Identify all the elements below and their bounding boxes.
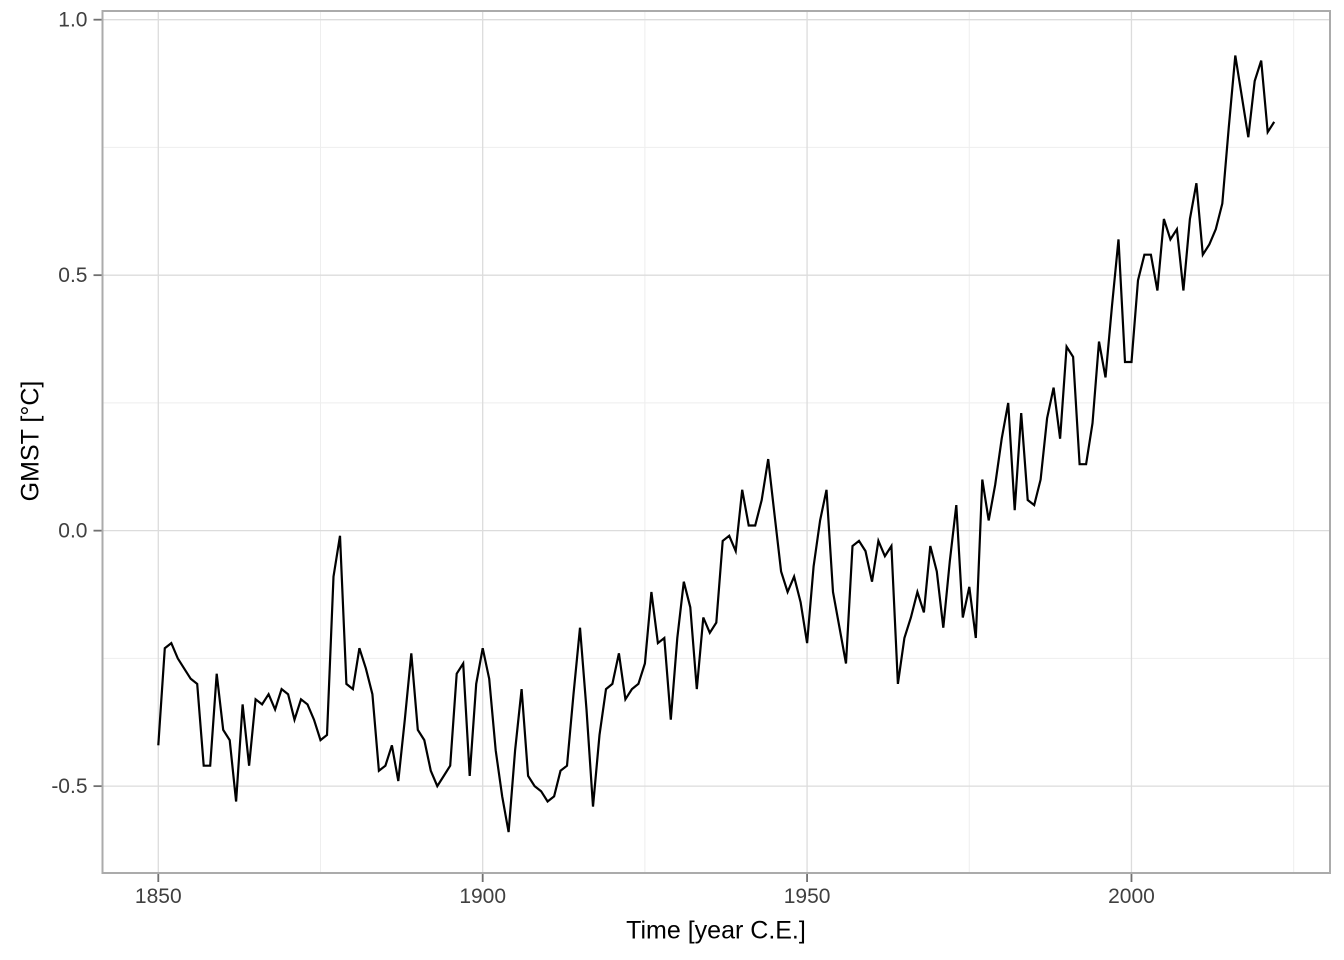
grid-minor [102,11,1330,873]
x-axis-title: Time [year C.E.] [626,916,806,945]
y-tick-label: 1.0 [58,9,87,32]
axis-ticks [93,18,1133,882]
grid-major [102,11,1330,873]
x-tick-label: 2000 [1108,885,1155,908]
y-tick-labels: -0.5 0.0 0.5 1.0 [51,9,87,798]
temperature-line [157,55,1276,833]
y-axis-title: GMST [°C] [16,380,45,502]
x-tick-label: 1950 [784,885,831,908]
y-tick-label: 0.5 [58,264,87,287]
x-tick-label: 1900 [459,885,506,908]
panel-border [101,10,1331,874]
x-tick-label: 1850 [135,885,182,908]
y-tick-label: -0.5 [51,775,87,798]
x-tick-labels: 1850 1900 1950 2000 [135,885,1155,908]
y-tick-label: 0.0 [58,520,87,543]
